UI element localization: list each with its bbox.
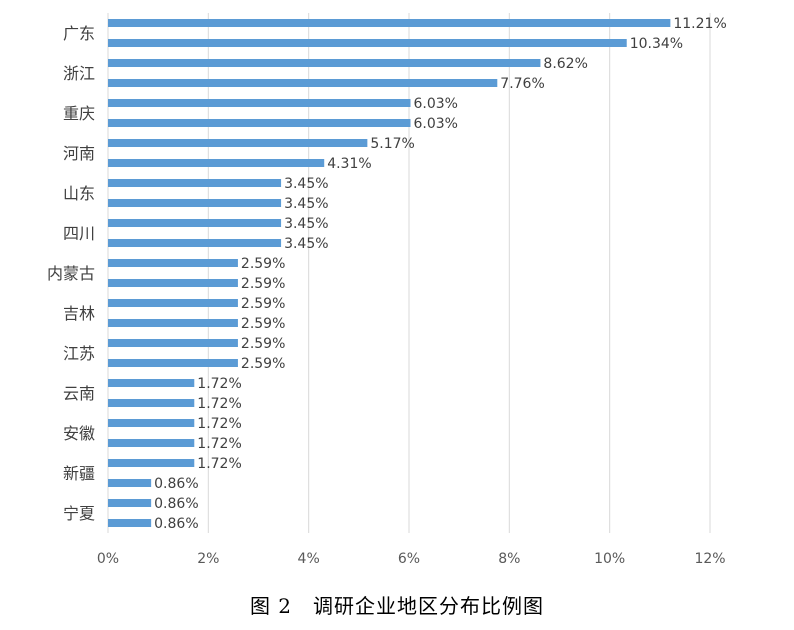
x-tick-label: 6%: [398, 551, 420, 567]
x-tick-label: 4%: [298, 551, 320, 567]
data-label: 0.86%: [154, 476, 198, 492]
bar: [108, 399, 195, 407]
data-label: 1.72%: [197, 436, 241, 452]
data-labels: 11.21%10.34%8.62%7.76%6.03%6.03%5.17%4.3…: [154, 16, 727, 532]
bar: [108, 259, 238, 267]
data-label: 3.45%: [284, 236, 328, 252]
data-label: 1.72%: [197, 396, 241, 412]
category-label: 重庆: [63, 104, 95, 123]
bar: [108, 219, 282, 227]
data-label: 2.59%: [241, 256, 285, 272]
bar: [108, 519, 152, 527]
x-tick-label: 12%: [694, 551, 725, 567]
data-label: 8.62%: [543, 56, 587, 72]
data-label: 1.72%: [197, 456, 241, 472]
data-label: 5.17%: [370, 136, 414, 152]
category-label: 四川: [63, 224, 95, 243]
data-label: 3.45%: [284, 196, 328, 212]
category-label: 云南: [63, 384, 95, 403]
data-label: 1.72%: [197, 416, 241, 432]
category-label: 浙江: [63, 64, 95, 83]
category-label: 安徽: [63, 424, 95, 443]
data-label: 4.31%: [327, 156, 371, 172]
data-label: 6.03%: [414, 116, 458, 132]
bar: [108, 439, 195, 447]
category-label: 河南: [63, 144, 95, 163]
data-label: 3.45%: [284, 216, 328, 232]
data-label: 6.03%: [414, 96, 458, 112]
bar: [108, 159, 325, 167]
category-label: 新疆: [63, 464, 95, 483]
bar: [108, 479, 152, 487]
data-label: 1.72%: [197, 376, 241, 392]
bar: [108, 39, 627, 47]
bar: [108, 359, 238, 367]
data-label: 0.86%: [154, 496, 198, 512]
bar: [108, 279, 238, 287]
data-label: 11.21%: [673, 16, 726, 32]
data-label: 2.59%: [241, 356, 285, 372]
category-label: 宁夏: [63, 504, 95, 523]
bars: [108, 19, 671, 527]
bar: [108, 379, 195, 387]
bar: [108, 99, 411, 107]
category-label: 江苏: [63, 344, 95, 363]
bar: [108, 319, 238, 327]
data-label: 3.45%: [284, 176, 328, 192]
gridlines: [107, 13, 711, 533]
x-tick-label: 10%: [594, 551, 625, 567]
bar: [108, 339, 238, 347]
x-tick-label: 0%: [97, 551, 119, 567]
data-label: 2.59%: [241, 316, 285, 332]
bar: [108, 179, 282, 187]
bar: [108, 59, 541, 67]
data-label: 7.76%: [500, 76, 544, 92]
data-label: 2.59%: [241, 296, 285, 312]
x-tick-label: 8%: [498, 551, 520, 567]
figure-caption: 图 2 调研企业地区分布比例图: [249, 594, 545, 618]
data-label: 10.34%: [630, 36, 683, 52]
bar: [108, 79, 498, 87]
bar: [108, 239, 282, 247]
bar: [108, 119, 411, 127]
bar: [108, 199, 282, 207]
bar: [108, 139, 368, 147]
bar: [108, 299, 238, 307]
x-tick-label: 2%: [197, 551, 219, 567]
data-label: 2.59%: [241, 336, 285, 352]
bar: [108, 419, 195, 427]
category-label: 内蒙古: [47, 264, 95, 283]
category-label: 广东: [63, 24, 95, 43]
category-label: 山东: [63, 184, 95, 203]
data-label: 0.86%: [154, 516, 198, 532]
data-label: 2.59%: [241, 276, 285, 292]
x-tick-labels: 0% 2% 4% 6% 8% 10% 12%: [97, 551, 726, 567]
category-label: 吉林: [63, 304, 95, 323]
bar: [108, 499, 152, 507]
bar: [108, 459, 195, 467]
bar: [108, 19, 671, 27]
